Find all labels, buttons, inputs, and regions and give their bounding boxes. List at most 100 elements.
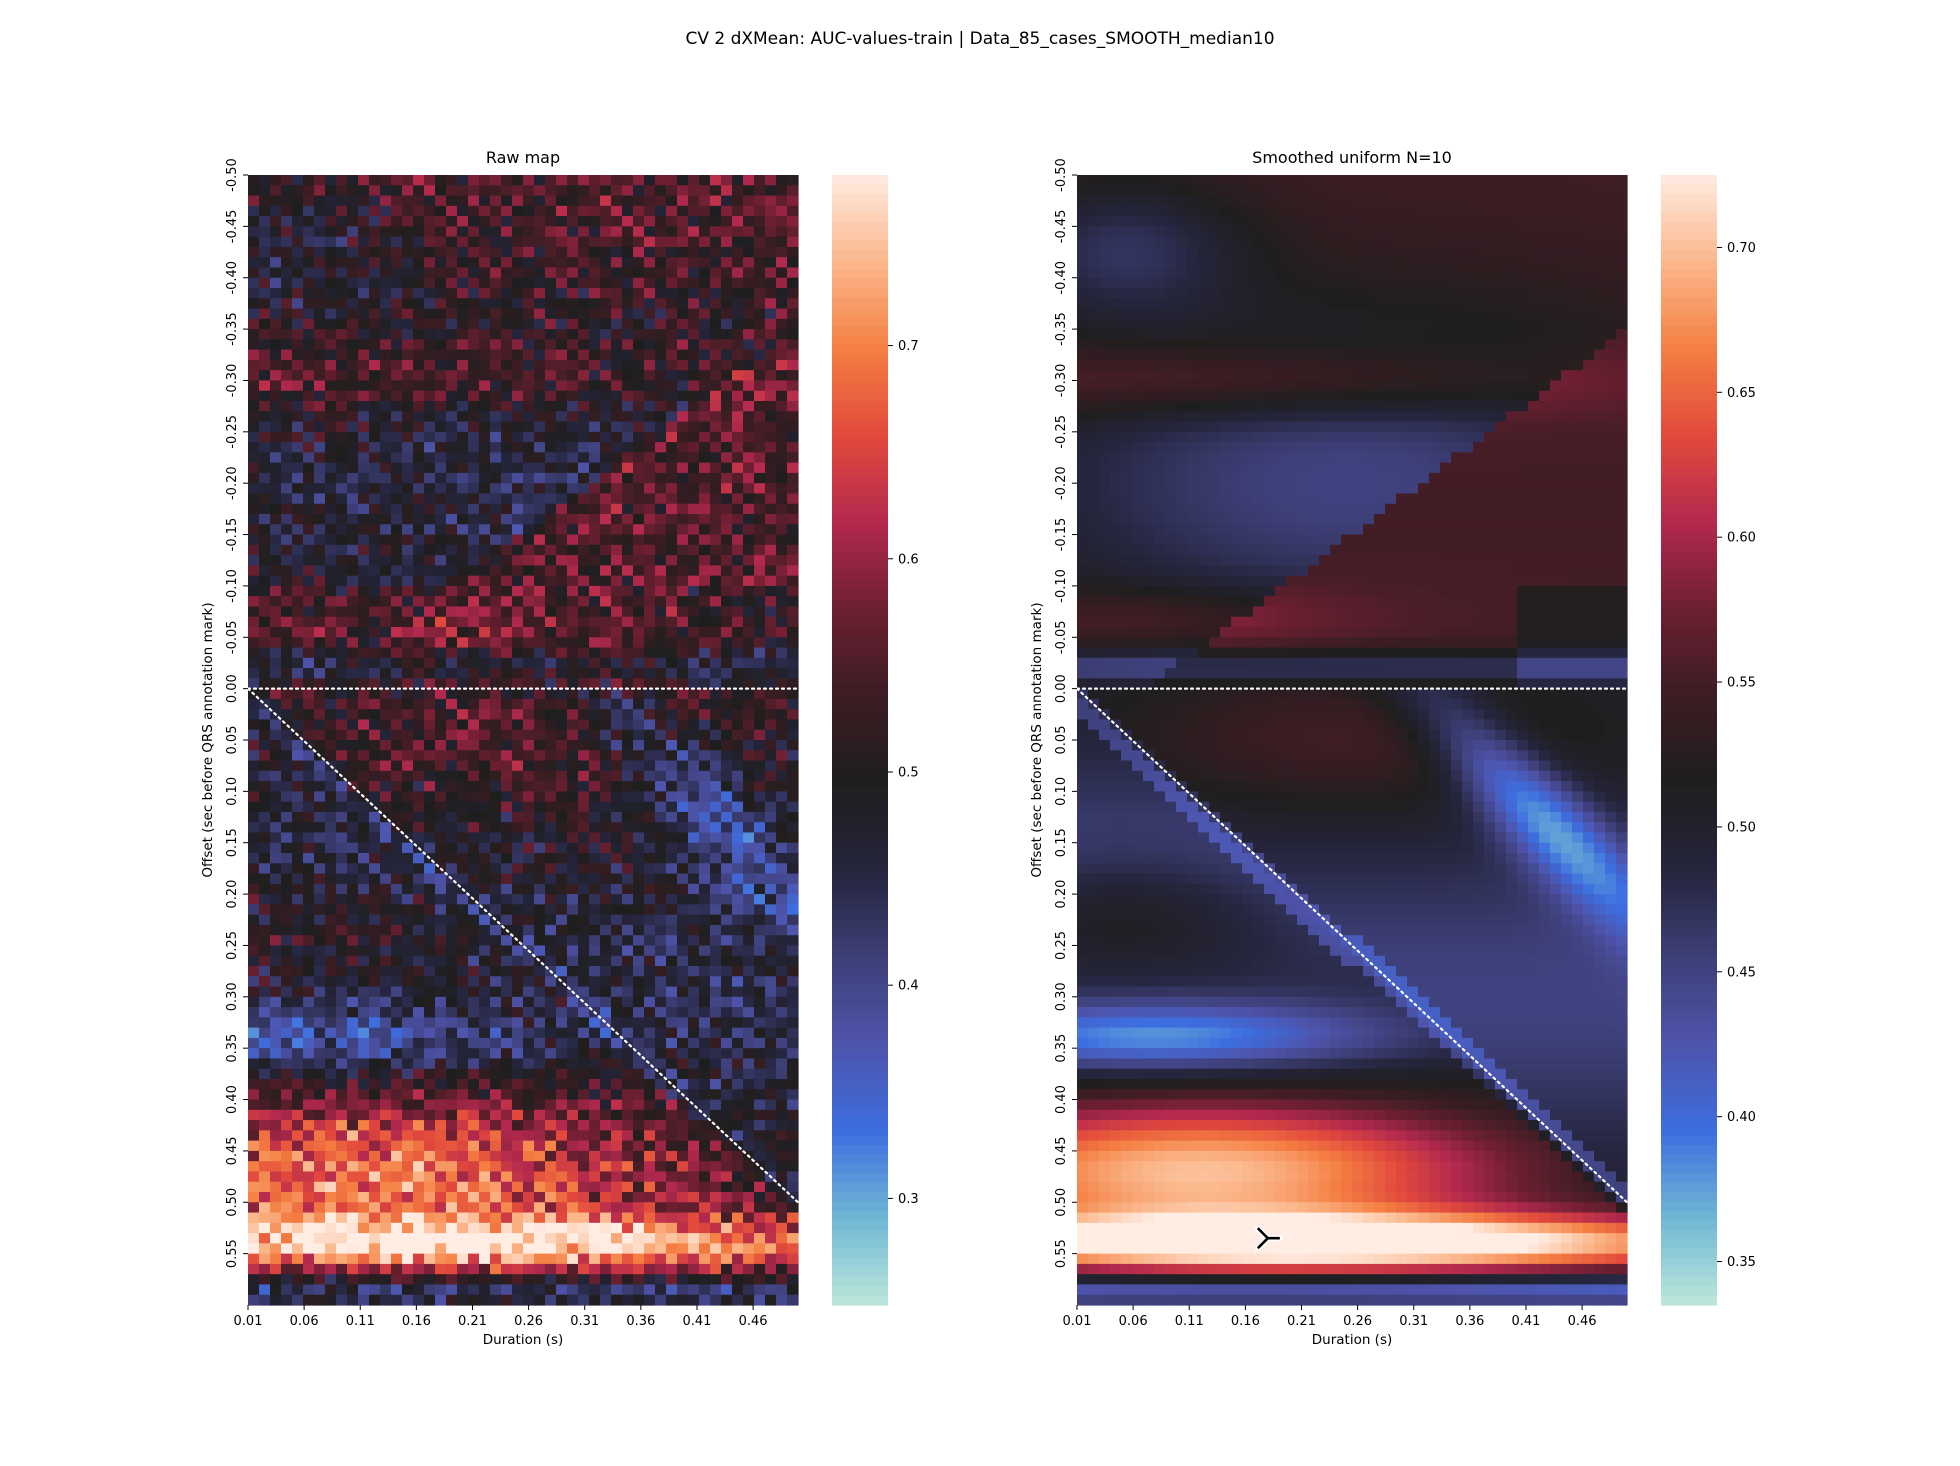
heatmap-cell (732, 811, 744, 823)
heatmap-cell (468, 236, 480, 248)
heatmap-cell (655, 781, 667, 792)
heatmap-cell (776, 657, 788, 669)
heatmap-cell (391, 904, 403, 916)
heatmap-cell (721, 1150, 733, 1162)
heatmap-cell (501, 236, 513, 248)
heatmap-cell (479, 288, 491, 299)
heatmap-cell (644, 565, 656, 577)
heatmap-cell (688, 493, 700, 505)
heatmap-cell (633, 1099, 645, 1111)
heatmap-cell (292, 575, 304, 587)
heatmap-cell (655, 616, 667, 628)
heatmap-cell (369, 185, 381, 197)
heatmap-cell (721, 534, 733, 546)
heatmap-cell (314, 1079, 326, 1090)
heatmap-cell (622, 647, 634, 659)
heatmap-cell (787, 1068, 799, 1080)
heatmap-cell (413, 760, 425, 772)
heatmap-cell (512, 924, 524, 936)
heatmap-cell (358, 329, 370, 340)
heatmap-cell (688, 452, 700, 464)
heatmap-cell (358, 267, 370, 279)
heatmap-cell (578, 1079, 590, 1090)
heatmap-cell (424, 493, 436, 505)
heatmap-cell (391, 627, 403, 638)
heatmap-cell (314, 678, 326, 690)
heatmap-cell (556, 216, 568, 227)
heatmap-cell (523, 431, 535, 443)
heatmap-cell (501, 1027, 513, 1039)
heatmap-cell (380, 1089, 392, 1101)
heatmap-cell (523, 1192, 535, 1203)
heatmap-cell (468, 483, 480, 495)
heatmap-cell (732, 996, 744, 1008)
heatmap-cell (490, 175, 502, 186)
heatmap-cell (765, 955, 777, 967)
heatmap-cell (611, 257, 623, 269)
heatmap-cell (776, 770, 788, 782)
heatmap-cell (732, 801, 744, 813)
heatmap-cell (633, 585, 645, 597)
heatmap-cell (677, 688, 689, 700)
heatmap-cell (611, 349, 623, 361)
heatmap-cell (446, 1181, 458, 1193)
heatmap-cell (402, 1058, 414, 1070)
heatmap-cell (677, 1192, 689, 1203)
heatmap-cell (589, 1140, 601, 1152)
heatmap-cell (490, 1171, 502, 1183)
heatmap-cell (457, 257, 469, 269)
heatmap-cell (281, 894, 293, 905)
heatmap-cell (402, 298, 414, 310)
heatmap-cell (468, 555, 480, 566)
heatmap-cell (545, 401, 557, 412)
heatmap-cell (644, 976, 656, 988)
heatmap-cell (446, 596, 458, 608)
heatmap-cell (380, 914, 392, 926)
heatmap-cell (380, 935, 392, 947)
heatmap-cell (721, 483, 733, 495)
heatmap-cell (655, 647, 667, 659)
heatmap-cell (688, 277, 700, 289)
heatmap-cell (721, 349, 733, 361)
heatmap-cell (303, 277, 315, 289)
heatmap-cell (402, 1161, 414, 1173)
heatmap-cell (512, 1037, 524, 1049)
heatmap-cell (655, 370, 667, 382)
heatmap-cell (402, 647, 414, 659)
heatmap-cell (380, 205, 392, 217)
heatmap-cell (743, 349, 755, 361)
heatmap-cell (314, 277, 326, 289)
heatmap-cell (446, 1109, 458, 1121)
heatmap-cell (259, 1007, 271, 1018)
heatmap-cell (259, 986, 271, 998)
heatmap-cell (765, 1048, 777, 1060)
heatmap-cell (721, 853, 733, 864)
heatmap-cell (259, 462, 271, 474)
heatmap-cell (292, 1150, 304, 1162)
heatmap-cell (754, 185, 766, 197)
heatmap-cell (369, 966, 381, 977)
heatmap-cell (490, 380, 502, 392)
heatmap-cell (468, 883, 480, 895)
heatmap-cell (534, 740, 546, 751)
heatmap-cell (567, 524, 579, 536)
heatmap-cell (611, 637, 623, 649)
heatmap-cell (600, 955, 612, 967)
heatmap-cell (523, 1007, 535, 1018)
heatmap-cell (655, 246, 667, 258)
heatmap-cell (743, 832, 755, 844)
heatmap-cell (567, 411, 579, 423)
heatmap-cell (732, 1017, 744, 1029)
heatmap-cell (336, 750, 348, 762)
heatmap-cell (655, 791, 667, 803)
heatmap-cell (468, 596, 480, 608)
heatmap-cell (578, 267, 590, 279)
heatmap-cell (380, 709, 392, 721)
heatmap-cell (534, 853, 546, 864)
heatmap-cell (369, 596, 381, 608)
heatmap-cell (457, 616, 469, 628)
heatmap-cell (688, 1181, 700, 1193)
heatmap-cell (446, 1017, 458, 1029)
heatmap-cell (578, 514, 590, 525)
heatmap-cell (446, 1171, 458, 1183)
